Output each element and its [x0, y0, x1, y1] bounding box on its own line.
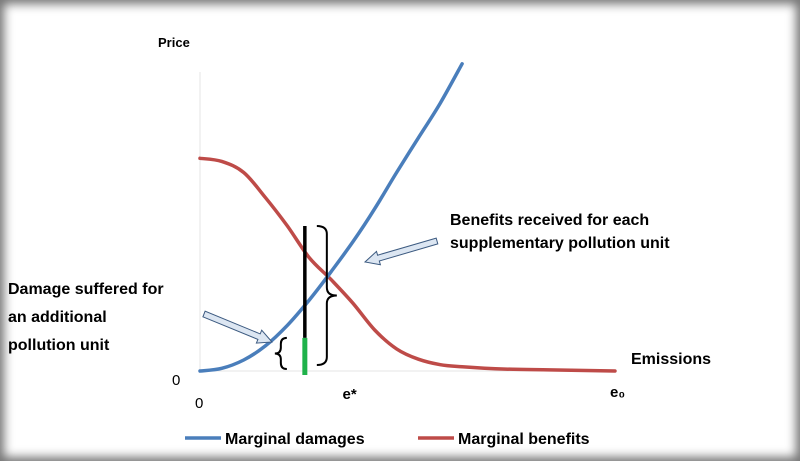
- damage-callout-arrow: [202, 310, 274, 344]
- x-origin-label: 0: [195, 395, 203, 412]
- y-axis-label: Price: [158, 35, 190, 50]
- damage-brace: [274, 336, 287, 370]
- y-origin-label: 0: [172, 372, 180, 389]
- series-line-marginal-benefits: [198, 156, 617, 373]
- legend-label-marginal-benefits: Marginal benefits: [458, 431, 590, 448]
- x-tick-label-e-star: e*: [343, 386, 357, 403]
- benefit-callout-arrow: [363, 237, 439, 266]
- legend-label-marginal-damages: Marginal damages: [225, 431, 365, 448]
- benefit-brace: [316, 225, 337, 366]
- damage-annotation-line-3: pollution unit: [8, 337, 110, 354]
- damage-annotation-line-2: an additional: [8, 309, 107, 326]
- x-tick-label-e0: e₀: [610, 384, 625, 401]
- damage-annotation-line-1: Damage suffered for: [8, 281, 164, 298]
- series-line-marginal-damages: [198, 62, 464, 373]
- benefits-annotation-line-2: supplementary pollution unit: [450, 235, 670, 252]
- benefits-annotation-line-1: Benefits received for each: [450, 212, 649, 229]
- x-axis-label: Emissions: [631, 351, 711, 368]
